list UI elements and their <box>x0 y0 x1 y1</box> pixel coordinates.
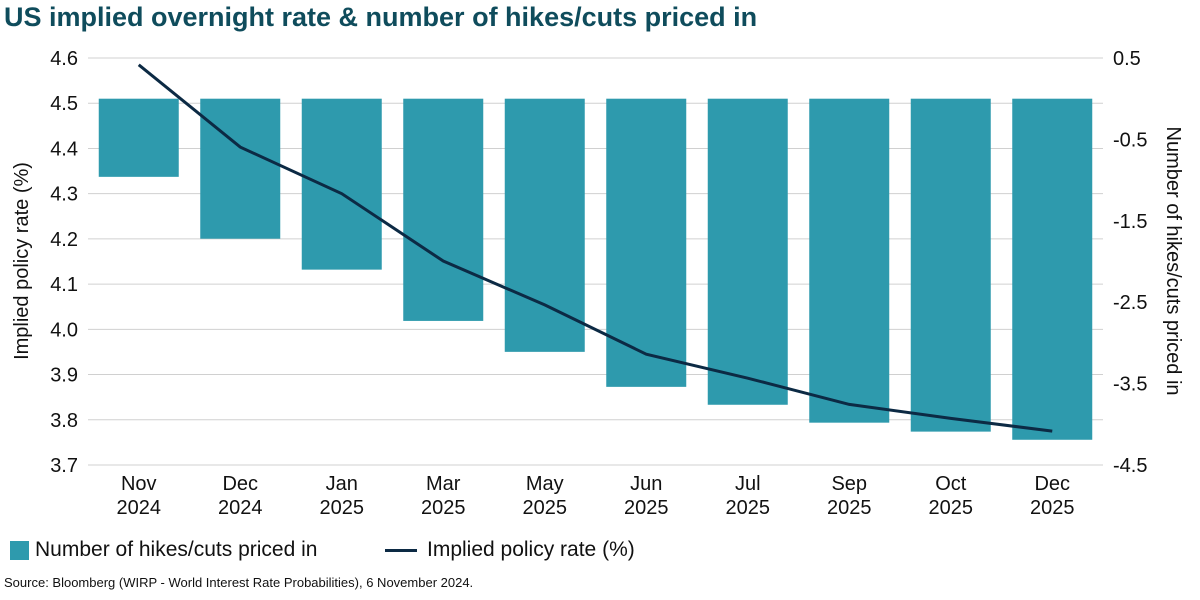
source-note: Source: Bloomberg (WIRP - World Interest… <box>4 575 474 590</box>
chart-title: US implied overnight rate & number of hi… <box>4 2 758 32</box>
y-right-axis-label: Number of hikes/cuts priced in <box>1162 126 1184 395</box>
x-tick-label-year: 2025 <box>523 497 568 519</box>
legend-label-line: Implied policy rate (%) <box>427 538 635 561</box>
x-tick-label-year: 2025 <box>827 497 872 519</box>
x-tick-label-month: Jan <box>326 473 358 495</box>
y-left-tick-label: 3.7 <box>50 455 78 477</box>
x-tick-label-year: 2024 <box>117 497 162 519</box>
x-tick-label-year: 2025 <box>320 497 365 519</box>
y-left-tick-label: 3.9 <box>50 365 78 387</box>
legend-swatch-line <box>385 548 417 552</box>
x-tick-label-year: 2025 <box>929 497 974 519</box>
y-right-tick-label: -2.5 <box>1113 292 1147 314</box>
x-tick-label-month: Oct <box>935 473 967 495</box>
bar <box>301 98 382 270</box>
bar <box>809 98 890 423</box>
legend-swatch-bar <box>10 540 29 560</box>
legend-label-bars: Number of hikes/cuts priced in <box>35 538 318 561</box>
y-left-tick-label: 4.6 <box>50 48 78 70</box>
y-left-tick-label: 4.5 <box>50 93 78 115</box>
bar <box>504 98 585 352</box>
x-tick-label-month: Jun <box>630 473 662 495</box>
x-tick-label-month: Sep <box>831 473 867 495</box>
y-left-tick-label: 4.3 <box>50 184 78 206</box>
bar <box>200 98 281 239</box>
y-right-tick-label: -0.5 <box>1113 129 1147 151</box>
x-tick-label-month: Mar <box>426 473 461 495</box>
x-tick-label-year: 2025 <box>1030 497 1075 519</box>
x-tick-label-year: 2025 <box>421 497 466 519</box>
bar <box>606 98 687 387</box>
rate-line <box>137 63 1053 433</box>
y-left-axis-label: Implied policy rate (%) <box>11 162 33 360</box>
y-left-tick-label: 4.0 <box>50 319 78 341</box>
legend-item-line: Implied policy rate (%) <box>385 538 635 562</box>
y-right-tick-label: 0.5 <box>1113 48 1141 70</box>
y-left-tick-label: 4.2 <box>50 229 78 251</box>
x-tick-label-year: 2025 <box>624 497 669 519</box>
x-tick-label-month: Dec <box>1034 473 1070 495</box>
y-left-tick-label: 4.1 <box>50 274 78 296</box>
bar <box>403 98 484 321</box>
x-tick-label-month: Nov <box>121 473 157 495</box>
x-tick-label-month: May <box>526 473 564 495</box>
y-right-tick-label: -4.5 <box>1113 455 1147 477</box>
bar <box>707 98 788 405</box>
x-tick-label-year: 2024 <box>218 497 263 519</box>
x-tick-label-year: 2025 <box>726 497 771 519</box>
bar <box>1012 98 1093 440</box>
y-right-tick-label: -1.5 <box>1113 211 1147 233</box>
x-tick-label-month: Jul <box>735 473 761 495</box>
bar <box>98 98 179 177</box>
y-left-tick-label: 3.8 <box>50 410 78 432</box>
y-right-tick-label: -3.5 <box>1113 374 1147 396</box>
legend-item-bars: Number of hikes/cuts priced in <box>10 538 317 562</box>
bar <box>910 98 991 432</box>
y-left-tick-label: 4.4 <box>50 138 78 160</box>
x-tick-label-month: Dec <box>222 473 258 495</box>
